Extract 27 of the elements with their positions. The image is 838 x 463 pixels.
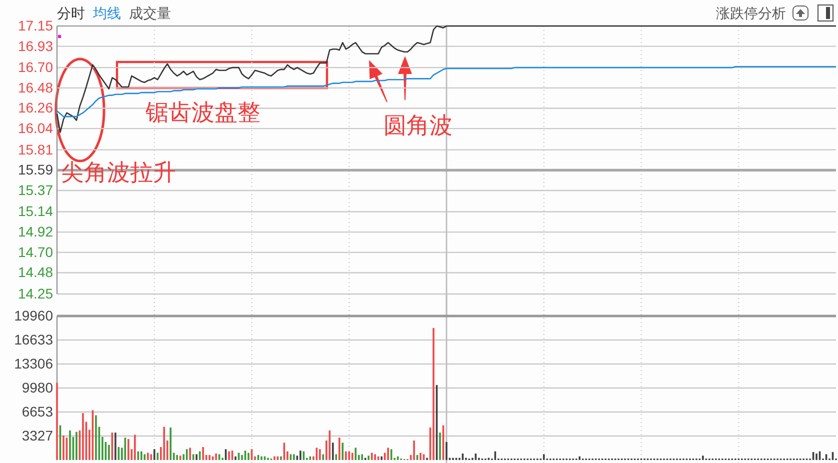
y-tick-label: 16.26 — [18, 100, 54, 116]
y-tick-label: 3327 — [22, 427, 54, 444]
y-tick-label: 16633 — [14, 331, 54, 348]
text: 均线 — [92, 5, 121, 21]
text: 涨跌停分析 — [716, 5, 786, 21]
text: 分时 — [57, 5, 85, 21]
y-tick-label: 15.14 — [18, 203, 54, 220]
annotation: 锯齿波盘整 — [144, 99, 260, 126]
y-tick-label: 15.37 — [18, 182, 54, 198]
y-tick-label: 15.59 — [18, 162, 54, 178]
y-tick-label: 14.92 — [18, 224, 54, 240]
text: 成交量 — [129, 5, 171, 21]
y-tick-label: 16.70 — [18, 59, 54, 76]
y-tick-label: 14.48 — [18, 264, 54, 280]
y-tick-label: 17.15 — [18, 17, 54, 34]
annotation: 圆角波 — [384, 112, 452, 138]
annotation: 尖角波拉升 — [61, 159, 176, 186]
y-tick-label: 16.04 — [18, 120, 54, 136]
y-tick-label: 15.81 — [18, 141, 54, 158]
y-tick-label: 6653 — [22, 403, 54, 420]
y-tick-label: 16.48 — [18, 79, 54, 96]
y-tick-label: 13306 — [14, 355, 54, 372]
y-tick-label: 9980 — [22, 379, 54, 396]
y-tick-label: 16.93 — [18, 38, 54, 54]
y-tick-label: 14.25 — [18, 285, 54, 302]
y-tick-label: 14.70 — [18, 244, 54, 260]
y-tick-label: 19960 — [14, 307, 54, 324]
